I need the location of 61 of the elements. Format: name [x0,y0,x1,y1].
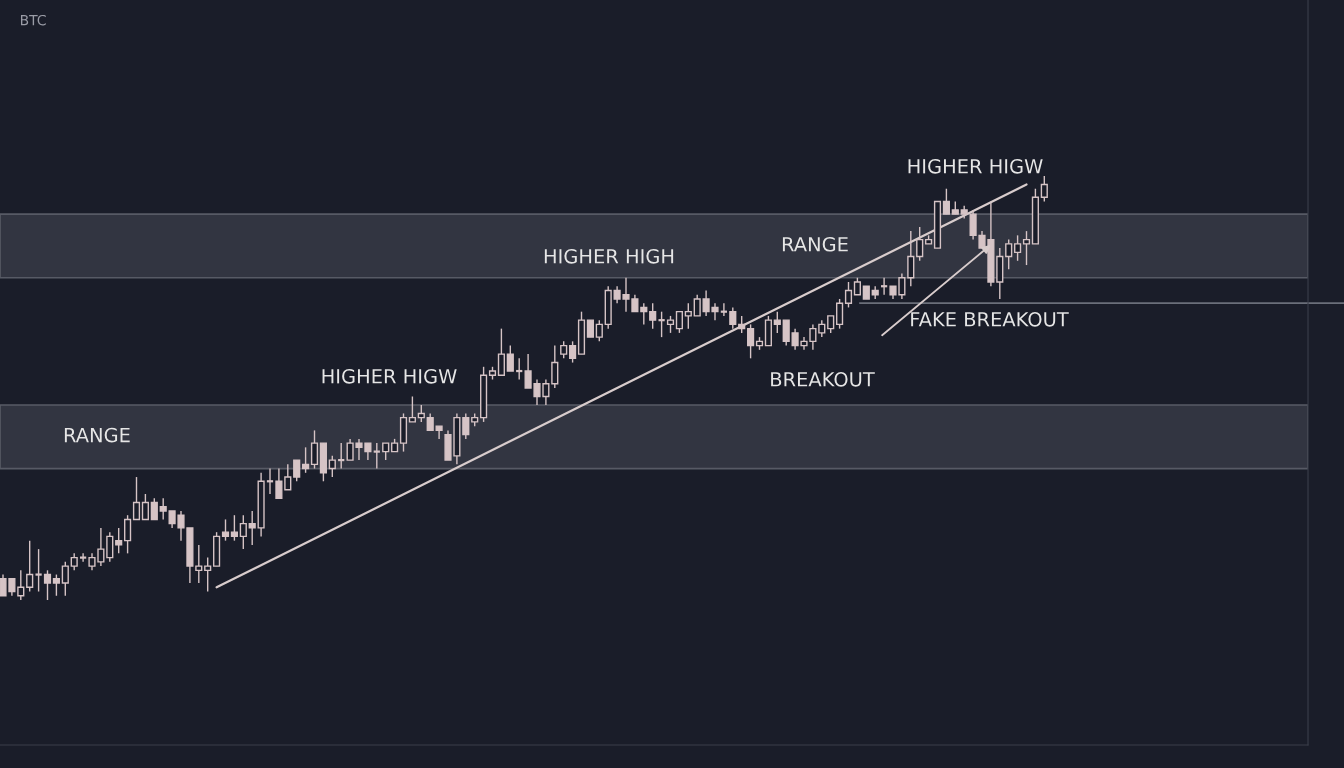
candlestick [106,531,114,563]
candlestick [595,319,603,343]
candlestick [310,429,319,470]
candlestick [1040,175,1048,203]
candlestick [462,412,470,440]
annotation: HIGHER HIGH [544,248,674,264]
annotation: HIGHER HIGW [322,368,457,384]
candlestick [159,497,167,521]
candlestick [729,306,737,330]
candlestick [675,310,683,334]
candlestick [569,340,577,364]
candlestick [17,569,25,601]
candlestick [239,514,247,550]
candlestick [284,463,292,491]
candlestick [26,539,34,593]
candlestick [1014,234,1022,262]
candlestick [230,514,238,542]
candlestick [657,310,666,338]
candlestick [773,310,781,334]
candlestick [1022,230,1031,266]
candlestick [115,527,123,555]
candlestick [497,327,505,376]
candlestick [132,476,141,521]
annotation: FAKE BREAKOUT [911,311,1069,327]
annotation: BREAKOUT [771,371,875,387]
candlestick [150,497,158,521]
candlestick [506,344,514,372]
candlestick [782,319,790,347]
candlestick [78,552,88,563]
candlestick [640,302,648,326]
candlestick [693,294,701,317]
candlestick [942,188,950,215]
candlestick [408,395,416,423]
candlestick [1005,238,1013,270]
candlestick [747,323,755,360]
candlestick [684,302,692,330]
candlestick [302,446,310,474]
candlestick [293,459,301,482]
candlestick [204,556,212,593]
chart-title: BTC [20,14,46,26]
band-label: RANGE [64,427,130,443]
candlestick [124,514,132,555]
candlestick [195,544,203,584]
candlestick [52,573,60,597]
candlestick [61,561,69,597]
candlestick [248,510,256,546]
candlestick [328,455,336,478]
candlestick [649,302,657,330]
band-label: RANGE [782,236,848,252]
candlestick [372,442,382,470]
text: HIGHER HIGW [908,158,1043,174]
candlestick [221,518,230,542]
candlestick [275,467,283,499]
candlestick [836,298,844,330]
candlestick [907,230,915,287]
candlestick [43,569,52,601]
candlestick [551,344,559,389]
candlestick [34,548,43,593]
candlestick [141,493,149,521]
candlestick [844,281,853,309]
candlestick [916,226,924,262]
